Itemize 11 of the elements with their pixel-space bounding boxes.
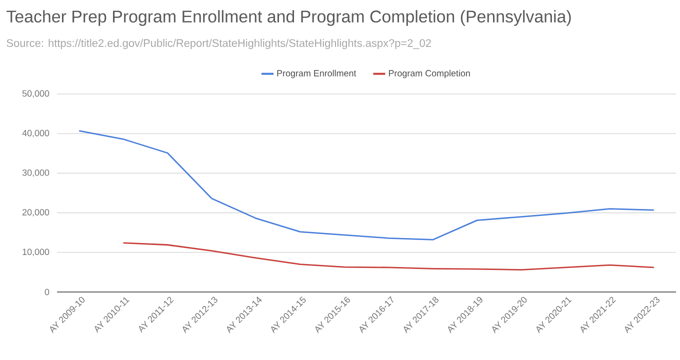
- y-tick-label: 20,000: [22, 209, 50, 216]
- chart-title: Teacher Prep Program Enrollment and Program Completion (Pennsylvania): [6, 10, 571, 26]
- legend-label: Program Completion: [388, 70, 470, 78]
- y-tick-label: 30,000: [22, 169, 50, 177]
- y-tick-label: 10,000: [22, 248, 50, 256]
- chart-subtitle: Source: https://title2.ed.gov/Public/Report/StateHighlights/StateHighlights.aspx?p=2_02: [6, 38, 431, 50]
- y-tick-label: 50,000: [22, 90, 50, 98]
- line-series: [122, 242, 655, 271]
- y-tick-label: 0: [44, 288, 50, 296]
- y-tick-label: 40,000: [22, 130, 50, 138]
- legend-label: Program Enrollment: [277, 70, 356, 78]
